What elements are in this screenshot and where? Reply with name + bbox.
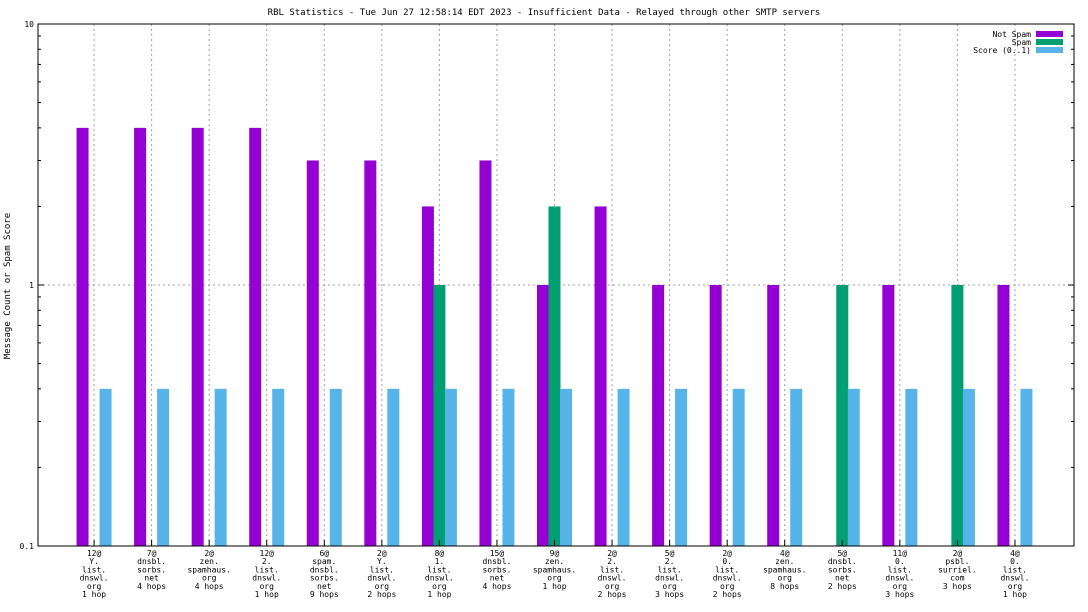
x-tick-label-4: 6@ spam. dnsbl. sorbs. net 9 hops [310, 549, 339, 599]
bar-s0-c14 [882, 285, 895, 546]
x-tick-label-10: 5@ 2. list. dnswl. org 3 hops [655, 549, 684, 599]
x-tick-label-16: 4@ 0. list. dnswl. org 1 hop [1000, 549, 1029, 599]
bar-s2-c0 [99, 388, 112, 546]
bar-s2-c12 [790, 388, 803, 546]
legend-swatch-2 [1036, 47, 1063, 53]
y-tick-label-0: 0.1 [20, 542, 35, 551]
legend-swatch-1 [1036, 39, 1063, 45]
bar-s0-c8 [537, 285, 549, 546]
bar-s2-c8 [560, 388, 572, 546]
bar-s2-c16 [1020, 388, 1033, 546]
bar-s0-c12 [767, 285, 780, 546]
bar-s0-c6 [421, 206, 434, 547]
plot-border [37, 23, 1075, 547]
x-tick-label-11: 2@ 0. list. dnswl. org 2 hops [713, 549, 742, 599]
legend-label-2: Score (0..1) [973, 46, 1031, 55]
bar-s2-c15 [962, 388, 975, 546]
bar-s0-c2 [191, 127, 204, 547]
x-tick-label-1: 7@ dnsbl. sorbs. net 4 hops [137, 549, 166, 591]
x-tick-label-8: 9@ zen. spamhaus. org 1 hop [533, 549, 576, 591]
x-tick-label-9: 2@ 2. list. dnswl. org 2 hops [598, 549, 627, 599]
bars [76, 127, 1033, 547]
bar-s0-c0 [76, 127, 89, 547]
bar-s0-c16 [997, 285, 1010, 546]
legend-label-1: Spam [1012, 38, 1031, 47]
x-tick-label-0: 12@ Y. list. dnswl. org 1 hop [80, 549, 109, 599]
bar-s1-c8 [548, 206, 561, 547]
bar-s2-c7 [502, 388, 515, 546]
x-tick-label-14: 11@ 0. list. dnswl. org 3 hops [885, 549, 914, 599]
bar-s0-c1 [134, 127, 147, 547]
bar-s1-c6 [433, 285, 446, 546]
bar-s0-c5 [364, 160, 377, 546]
bar-s2-c4 [329, 388, 342, 546]
y-axis-label: Message Count or Spam Score [3, 213, 13, 359]
x-tick-label-3: 12@ 2. list. dnswl. org 1 hop [252, 549, 281, 599]
x-tick-label-15: 2@ psbl. surriel. com 3 hops [938, 549, 977, 591]
y-tick-label-1: 1 [29, 281, 34, 290]
y-tick-label-2: 10 [24, 20, 34, 29]
bar-s2-c1 [157, 388, 170, 546]
bar-s0-c4 [306, 160, 319, 546]
legend-label-0: Not Spam [992, 30, 1031, 39]
chart-title: RBL Statistics - Tue Jun 27 12:58:14 EDT… [268, 8, 821, 18]
x-tick-label-12: 4@ zen. spamhaus. org 8 hops [763, 549, 806, 591]
bar-s2-c14 [905, 388, 918, 546]
bar-s0-c10 [652, 285, 665, 546]
bar-s2-c11 [732, 388, 745, 546]
x-tick-label-13: 5@ dnsbl. sorbs. net 2 hops [828, 549, 857, 591]
bar-s1-c15 [951, 285, 964, 546]
bar-s2-c5 [387, 388, 400, 546]
bar-s0-c7 [479, 160, 492, 546]
bar-s0-c3 [249, 127, 262, 547]
x-tick-labels: 12@ Y. list. dnswl. org 1 hop 7@ dnsbl. sorbs. ne… [80, 540, 1029, 599]
bar-s0-c9 [594, 206, 607, 547]
bar-s2-c6 [444, 388, 457, 546]
bar-s2-c2 [214, 388, 227, 546]
legend-swatch-0 [1036, 31, 1063, 37]
bar-s2-c9 [617, 388, 630, 546]
x-tick-label-6: 8@ 1. list. dnswl. org 1 hop [425, 549, 454, 599]
x-tick-label-5: 2@ Y. list. dnswl. org 2 hops [367, 549, 396, 599]
bar-s2-c3 [272, 388, 285, 546]
x-tick-label-7: 15@ dnsbl. sorbs. net 4 hops [482, 549, 511, 591]
bar-s2-c13 [847, 388, 860, 546]
x-tick-label-2: 2@ zen. spamhaus. org 4 hops [187, 549, 230, 591]
bar-s1-c13 [836, 285, 849, 546]
bar-s0-c11 [709, 285, 722, 546]
bar-s2-c10 [675, 388, 688, 546]
